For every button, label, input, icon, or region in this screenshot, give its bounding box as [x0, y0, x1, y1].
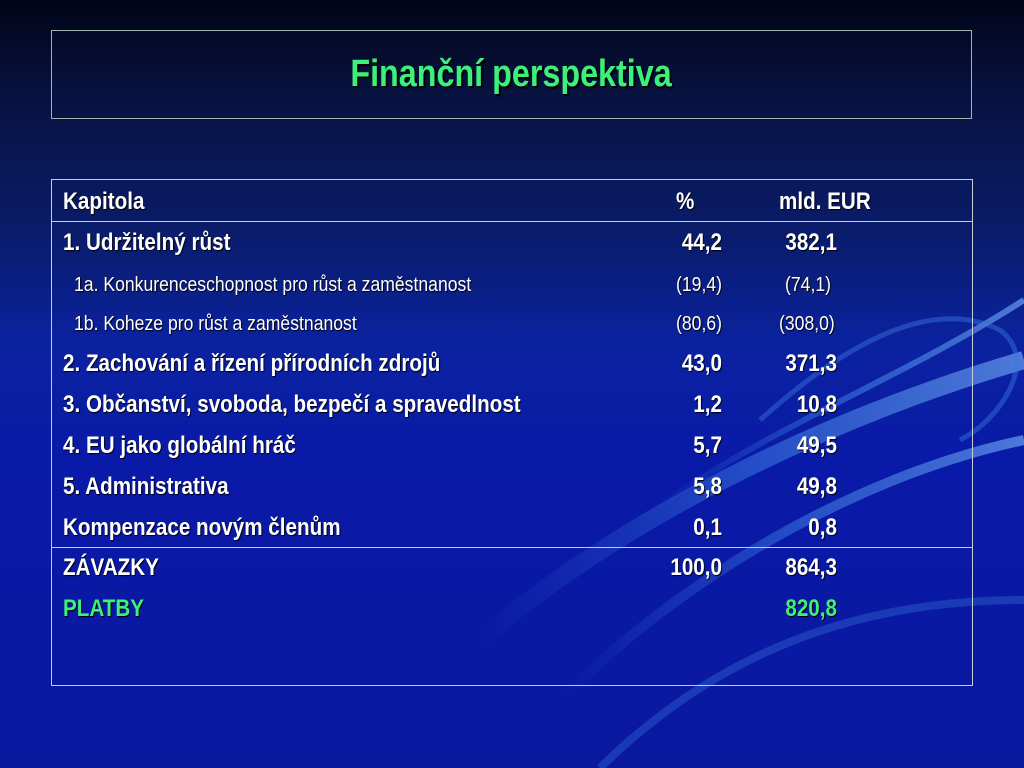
row-percent: 44,2 — [681, 229, 722, 256]
title-box: Finanční perspektiva — [51, 30, 972, 119]
row-name: 5. Administrativa — [63, 473, 229, 500]
row-percent: 43,0 — [681, 350, 722, 377]
row-name: 4. EU jako globální hráč — [63, 432, 296, 459]
header-percent: % — [676, 188, 695, 215]
row-percent: 5,8 — [693, 473, 722, 500]
header-kapitola: Kapitola — [63, 188, 145, 215]
totals-row: PLATBY 820,8 — [52, 595, 972, 631]
row-name: 1b. Koheze pro růst a zaměstnanost — [74, 313, 357, 335]
table-row: 3. Občanství, svoboda, bezpečí a spraved… — [52, 391, 972, 427]
platby-label: PLATBY — [63, 595, 145, 622]
zavazky-mld-eur: 864,3 — [785, 554, 837, 581]
row-percent: 5,7 — [693, 432, 722, 459]
row-percent: 1,2 — [693, 391, 722, 418]
row-name: Kompenzace novým členům — [63, 514, 341, 541]
platby-mld-eur: 820,8 — [785, 595, 837, 622]
row-mld-eur: 10,8 — [796, 391, 837, 418]
row-mld-eur: 382,1 — [785, 229, 837, 256]
totals-divider — [52, 547, 972, 548]
row-mld-eur: (308,0) — [779, 313, 835, 335]
row-mld-eur: 49,8 — [796, 473, 837, 500]
slide-title: Finanční perspektiva — [350, 53, 673, 95]
row-name: 3. Občanství, svoboda, bezpečí a spraved… — [63, 391, 521, 418]
table-row: 1b. Koheze pro růst a zaměstnanost (80,6… — [52, 313, 972, 349]
row-mld-eur: (74,1) — [785, 274, 831, 296]
row-mld-eur: 371,3 — [785, 350, 837, 377]
table-row: 5. Administrativa 5,8 49,8 — [52, 473, 972, 509]
table-header-row: Kapitola % mld. EUR — [52, 188, 972, 224]
table-row: 2. Zachování a řízení přírodních zdrojů … — [52, 350, 972, 386]
row-percent: (80,6) — [676, 313, 722, 335]
totals-row: ZÁVAZKY 100,0 864,3 — [52, 554, 972, 590]
row-name: 1a. Konkurenceschopnost pro růst a zaměs… — [74, 274, 472, 296]
row-percent: (19,4) — [676, 274, 722, 296]
zavazky-label: ZÁVAZKY — [63, 554, 159, 581]
table-row: Kompenzace novým členům 0,1 0,8 — [52, 514, 972, 550]
row-percent: 0,1 — [693, 514, 722, 541]
row-mld-eur: 49,5 — [796, 432, 837, 459]
table-row: 1a. Konkurenceschopnost pro růst a zaměs… — [52, 274, 972, 310]
row-mld-eur: 0,8 — [808, 514, 837, 541]
table-row: 4. EU jako globální hráč 5,7 49,5 — [52, 432, 972, 468]
header-divider — [52, 221, 972, 222]
budget-table: Kapitola % mld. EUR 1. Udržitelný růst 4… — [51, 179, 973, 686]
header-mld-eur: mld. EUR — [779, 188, 871, 215]
table-row: 1. Udržitelný růst 44,2 382,1 — [52, 229, 972, 265]
row-name: 2. Zachování a řízení přírodních zdrojů — [63, 350, 441, 377]
zavazky-percent: 100,0 — [670, 554, 722, 581]
row-name: 1. Udržitelný růst — [63, 229, 231, 256]
